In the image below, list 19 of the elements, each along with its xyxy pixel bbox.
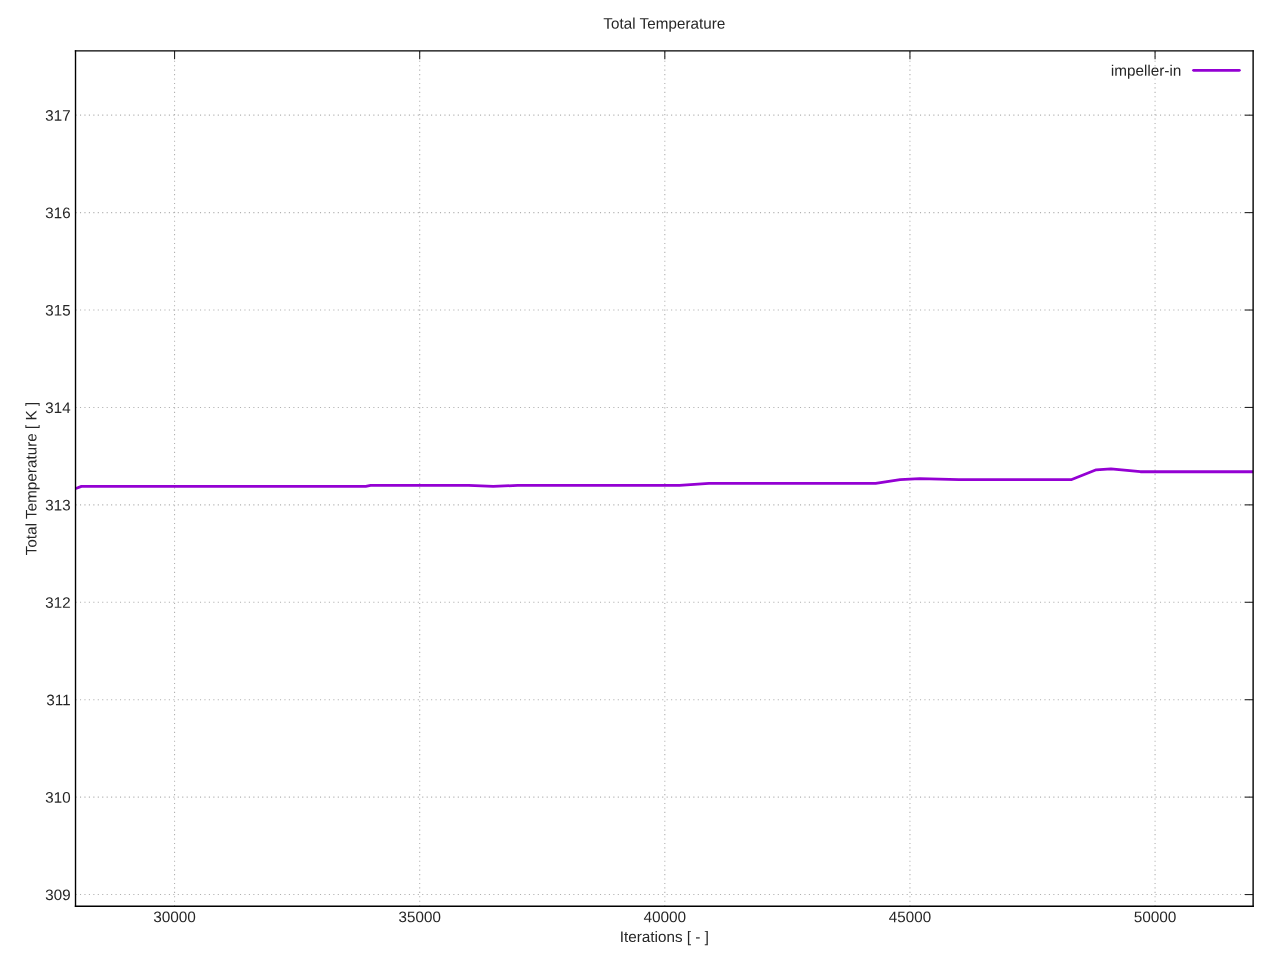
y-tick-label: 317 bbox=[45, 110, 70, 121]
x-tick-label: 35000 bbox=[399, 911, 441, 923]
y-tick-label: 309 bbox=[45, 889, 70, 901]
legend-label: impeller-in bbox=[1111, 64, 1181, 79]
line-series bbox=[75, 467, 1254, 490]
y-tick-label: 315 bbox=[45, 304, 71, 316]
x-axis-title: Iterations [ - ] bbox=[621, 930, 708, 946]
x-tick-label: 40000 bbox=[643, 911, 686, 923]
chart-title: Total Temperature bbox=[603, 17, 725, 32]
y-tick-label: 312 bbox=[45, 597, 70, 608]
y-tick-label: 310 bbox=[45, 792, 71, 803]
y-tick-label: 314 bbox=[45, 402, 71, 414]
y-tick-label: 313 bbox=[45, 499, 70, 511]
y-tick-label: 316 bbox=[45, 207, 70, 219]
y-tick-label: 311 bbox=[46, 694, 70, 706]
y-axis-title: Total Temperature [ K ] bbox=[25, 402, 40, 555]
x-tick-label: 50000 bbox=[1134, 911, 1176, 923]
x-tick-label: 30000 bbox=[153, 911, 196, 923]
x-tick-label: 45000 bbox=[889, 911, 931, 923]
